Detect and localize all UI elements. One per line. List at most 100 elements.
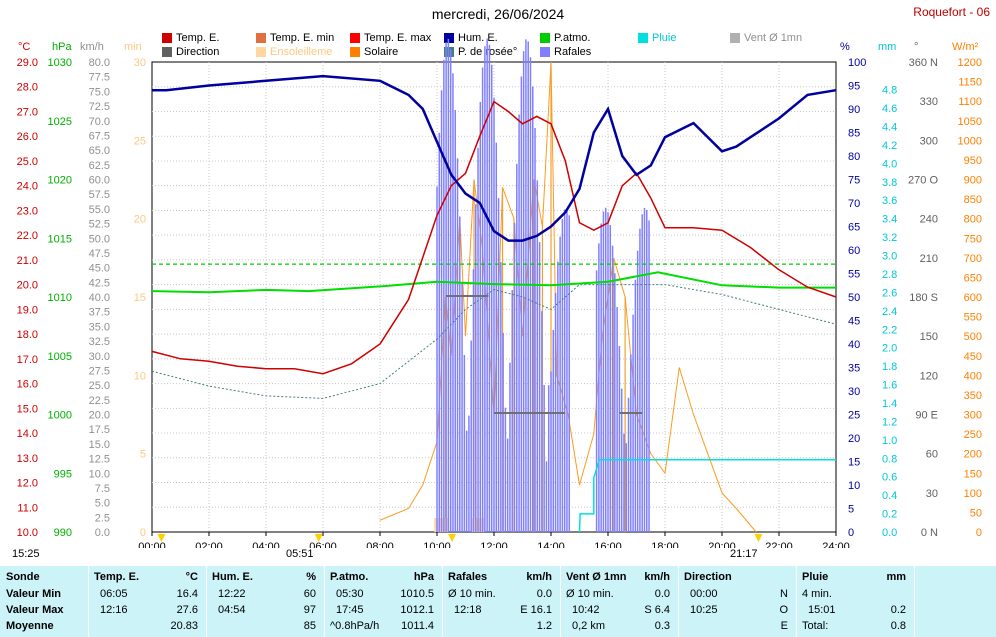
temp-tick-label: 26.0 xyxy=(17,131,38,143)
hum-tick-label: 100 xyxy=(848,57,866,69)
legend-label: Temp. E. max xyxy=(364,32,432,44)
dir-min-value: N xyxy=(780,588,788,600)
x-tick-label: 14:00 xyxy=(537,541,565,548)
wind-unit: km/h xyxy=(644,571,670,583)
rain-tick-label: 3.2 xyxy=(882,232,897,244)
axis-unit-label: °C xyxy=(18,41,30,53)
wind-max-value: S 6.4 xyxy=(644,604,670,616)
gust-header: Rafales xyxy=(448,571,488,583)
legend-item-rafales[interactable]: Rafales xyxy=(540,46,591,58)
hum-tick-label: 80 xyxy=(848,151,860,163)
rain-tick-label: 2.2 xyxy=(882,324,897,336)
solar-tick-label: 500 xyxy=(964,331,982,343)
press-tick-label: 1015 xyxy=(48,233,72,245)
dir-tick-label: 180 S xyxy=(909,292,938,304)
stats-col-wind: Vent Ø 1mn km/h Ø 10 min. 0.0 10:42 S 6.… xyxy=(560,566,679,637)
station-name[interactable]: Roquefort - 06 xyxy=(913,5,990,19)
wind-tick-label: 80.0 xyxy=(89,57,110,69)
rain-unit: mm xyxy=(886,571,906,583)
solar-tick-label: 800 xyxy=(964,214,982,226)
temp-tick-label: 21.0 xyxy=(17,255,38,267)
temp-tick-label: 18.0 xyxy=(17,329,38,341)
hum-tick-label: 65 xyxy=(848,222,860,234)
x-tick-label: 02:00 xyxy=(195,541,223,548)
dir-tick-label: 270 O xyxy=(908,175,938,187)
legend-item-pluie[interactable]: Pluie xyxy=(638,32,676,44)
temp-tick-label: 16.0 xyxy=(17,379,38,391)
minutes-tick-label: 10 xyxy=(134,370,146,382)
wind-tick-label: 75.0 xyxy=(89,86,110,98)
solar-tick-label: 950 xyxy=(964,155,982,167)
sun-marker xyxy=(754,534,763,542)
wind-tick-label: 50.0 xyxy=(89,233,110,245)
hum-tick-label: 10 xyxy=(848,480,860,492)
legend-label: Rafales xyxy=(554,46,592,58)
rain-tick-label: 4.8 xyxy=(882,85,897,97)
rain-tick-label: 2.4 xyxy=(882,306,897,318)
legend-item-solaire[interactable]: Solaire xyxy=(350,46,398,58)
dir-tick-label: 60 xyxy=(926,449,938,461)
legend-item-p-atmo[interactable]: P.atmo. xyxy=(540,32,591,44)
press-max-value: 1012.1 xyxy=(400,604,434,616)
hum-tick-label: 25 xyxy=(848,410,860,422)
solar-tick-label: 1050 xyxy=(958,116,982,128)
hum-min-time: 12:22 xyxy=(218,588,246,600)
sun-marker xyxy=(448,534,457,542)
rain-max-time: 15:01 xyxy=(808,604,836,616)
wind-tick-label: 60.0 xyxy=(89,175,110,187)
legend-swatch xyxy=(162,47,172,57)
dir-tick-label: 30 xyxy=(926,488,938,500)
dir-max-time: 10:25 xyxy=(690,604,718,616)
rain-tick-label: 1.6 xyxy=(882,380,897,392)
legend-item-direction[interactable]: Direction xyxy=(162,46,219,58)
axis-unit-label: min xyxy=(124,41,142,53)
rain-tick-label: 1.4 xyxy=(882,398,897,410)
humidity-line xyxy=(152,74,837,242)
wind-tick-label: 20.0 xyxy=(89,410,110,422)
temp-min-time: 06:05 xyxy=(100,588,128,600)
marker-left-time: 15:25 xyxy=(12,548,40,560)
dir-tick-label: 90 E xyxy=(915,410,938,422)
wind-header: Vent Ø 1mn xyxy=(566,571,627,583)
legend-item-vent-1mn[interactable]: Vent Ø 1mn xyxy=(730,32,802,44)
solar-tick-label: 1150 xyxy=(958,77,982,89)
temp-header: Temp. E. xyxy=(94,571,140,583)
wind-tick-label: 57.5 xyxy=(89,189,110,201)
rain-tick-label: 1.0 xyxy=(882,435,897,447)
temp-tick-label: 28.0 xyxy=(17,82,38,94)
legend-swatch xyxy=(444,33,454,43)
sun-marker xyxy=(314,534,323,542)
wind-tick-label: 27.5 xyxy=(89,365,110,377)
press-header: P.atmo. xyxy=(330,571,369,583)
wind-tick-label: 30.0 xyxy=(89,351,110,363)
hum-tick-label: 0 xyxy=(848,527,854,539)
temp-max-value: 27.6 xyxy=(176,604,198,616)
rain-duration: 4 min. xyxy=(802,588,832,600)
minutes-tick-label: 25 xyxy=(134,135,146,147)
hum-tick-label: 40 xyxy=(848,339,860,351)
press-unit: hPa xyxy=(413,571,434,583)
wind-tick-label: 37.5 xyxy=(89,307,110,319)
x-tick-label: 10:00 xyxy=(423,541,451,548)
gust-max-value: E 16.1 xyxy=(520,604,552,616)
stats-col-labels: Sonde Valeur Min Valeur Max Moyenne xyxy=(0,566,89,637)
pressure-line xyxy=(151,271,836,294)
legend-item-temp-e-max[interactable]: Temp. E. max xyxy=(350,32,431,44)
dir-max-value: O xyxy=(779,604,788,616)
legend-item-temp-e-min[interactable]: Temp. E. min xyxy=(256,32,334,44)
press-min-time: 05:30 xyxy=(336,588,364,600)
temp-min-value: 16.4 xyxy=(176,588,198,600)
temp-avg-value: 20.83 xyxy=(170,620,198,632)
legend-item-temp-e[interactable]: Temp. E. xyxy=(162,32,219,44)
temp-tick-label: 27.0 xyxy=(17,106,38,118)
legend-label: Vent Ø 1mn xyxy=(744,32,803,44)
hum-tick-label: 85 xyxy=(848,128,860,140)
x-tick-label: 16:00 xyxy=(594,541,622,548)
hum-tick-label: 15 xyxy=(848,457,860,469)
press-tick-label: 1025 xyxy=(48,116,72,128)
wind-tick-label: 5.0 xyxy=(95,498,110,510)
dir-tick-label: 240 xyxy=(920,214,938,226)
minutes-tick-label: 20 xyxy=(134,214,146,226)
legend-item-ensoleilleme[interactable]: Ensoleilleme xyxy=(256,46,332,58)
rain-tick-label: 4.0 xyxy=(882,158,897,170)
